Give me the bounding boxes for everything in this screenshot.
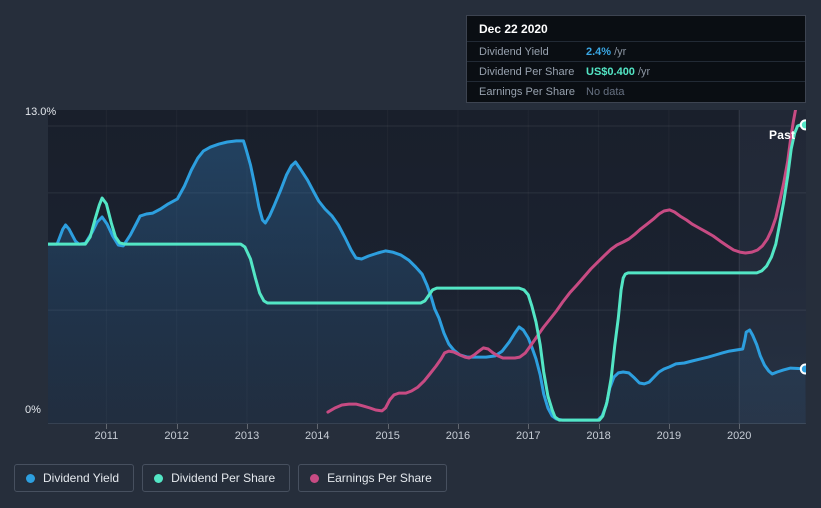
x-tick-2018 (598, 424, 600, 429)
tooltip-row-unit: /yr (637, 65, 651, 78)
x-tick-2017 (528, 424, 530, 429)
legend-color-dot (310, 473, 320, 483)
x-tick-2011 (106, 424, 108, 429)
tooltip-row-label: Earnings Per Share (479, 86, 575, 98)
chart-legend: Dividend Yield Dividend Per Share Earnings… (14, 464, 447, 492)
legend-label: Earnings Per Share (327, 471, 432, 485)
x-label-2014: 2014 (305, 430, 330, 442)
tooltip-rows: Dividend Yield 2.4%/yr Dividend Per Share U… (467, 42, 805, 102)
legend-color-dot (26, 473, 35, 483)
x-tick-2014 (317, 424, 319, 429)
dividend-per-share-line (48, 123, 806, 422)
earnings-per-share-line (326, 110, 797, 414)
tooltip-row-dividend-per-share: Dividend Per Share US$0.400/yr (467, 62, 805, 82)
tooltip-date: Dec 22 2020 (467, 16, 805, 42)
x-label-2011: 2011 (94, 430, 119, 442)
chart-plot-area[interactable] (48, 110, 806, 424)
x-tick-2020 (739, 424, 741, 429)
x-label-2020: 2020 (726, 430, 752, 442)
dividend-yield-line (48, 139, 806, 422)
tooltip-row-label: Dividend Per Share (479, 65, 575, 78)
x-tick-2019 (668, 424, 670, 429)
x-tick-2016 (457, 424, 459, 429)
x-label-2012: 2012 (164, 430, 189, 442)
hover-tooltip: Dec 22 2020 Dividend Yield 2.4%/yr Dividen… (466, 15, 806, 103)
legend-item-dividend-yield[interactable]: Dividend Yield (14, 464, 135, 492)
dividend-yield-end-marker[interactable] (799, 363, 806, 375)
tooltip-row-label: Dividend Yield (479, 45, 549, 58)
y-axis-max-label: 13.0% (25, 106, 57, 118)
x-tick-2012 (176, 424, 178, 429)
x-label-2019: 2019 (656, 430, 682, 442)
tooltip-row-earnings-per-share: Earnings Per Share No data (467, 82, 805, 102)
y-axis-min-label: 0% (25, 404, 41, 416)
x-label-2017: 2017 (516, 430, 541, 442)
chart-svg[interactable] (48, 110, 806, 424)
x-label-2018: 2018 (586, 430, 611, 442)
dividend-per-share-end-marker[interactable] (799, 119, 806, 131)
x-tick-2015 (387, 424, 389, 429)
legend-label: Dividend Per Share (171, 471, 276, 485)
legend-item-earnings-per-share[interactable]: Earnings Per Share (298, 464, 447, 492)
legend-color-dot (154, 473, 164, 483)
x-label-2016: 2016 (445, 430, 471, 442)
legend-label: Dividend Yield (43, 471, 120, 485)
past-region-label: Past (769, 128, 796, 142)
tooltip-row-dividend-yield: Dividend Yield 2.4%/yr (467, 42, 805, 62)
tooltip-row-value: 2.4% (586, 45, 612, 58)
x-tick-2013 (246, 424, 248, 429)
x-label-2015: 2015 (375, 430, 400, 442)
tooltip-row-value: No data (586, 86, 625, 98)
x-label-2013: 2013 (234, 430, 260, 442)
dividend-yield-area-fill (48, 140, 806, 424)
tooltip-row-value: US$0.400 (586, 65, 635, 78)
legend-item-dividend-per-share[interactable]: Dividend Per Share (142, 464, 291, 492)
tooltip-row-unit: /yr (614, 45, 627, 58)
